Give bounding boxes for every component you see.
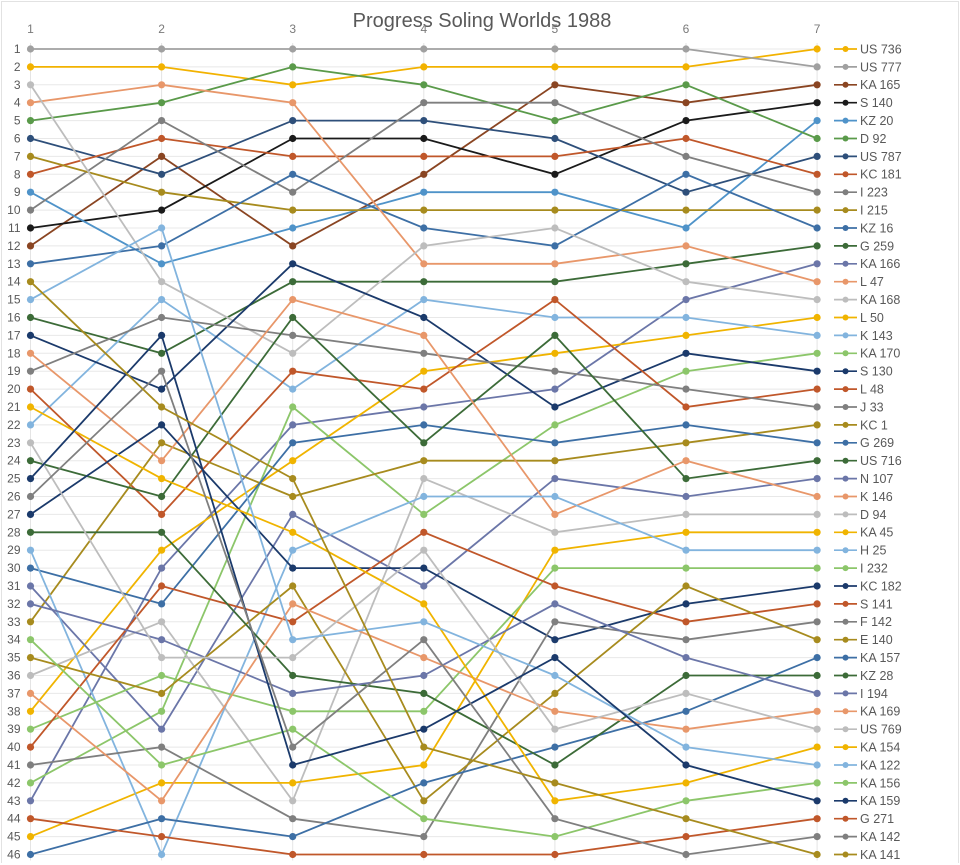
svg-text:44: 44 — [7, 812, 21, 826]
svg-text:KA 165: KA 165 — [860, 78, 900, 92]
svg-text:KZ 20: KZ 20 — [860, 114, 893, 128]
svg-text:18: 18 — [7, 346, 21, 360]
svg-text:KA 141: KA 141 — [860, 848, 900, 862]
svg-text:31: 31 — [7, 579, 21, 593]
svg-text:15: 15 — [7, 293, 21, 307]
svg-text:25: 25 — [7, 472, 21, 486]
svg-text:G 259: G 259 — [860, 239, 894, 253]
svg-text:20: 20 — [7, 382, 21, 396]
svg-text:L 47: L 47 — [860, 275, 884, 289]
svg-text:2: 2 — [14, 60, 21, 74]
svg-text:S 140: S 140 — [860, 96, 893, 110]
svg-text:2: 2 — [158, 22, 165, 36]
svg-text:I 232: I 232 — [860, 562, 888, 576]
svg-text:I 194: I 194 — [860, 687, 888, 701]
svg-text:KA 122: KA 122 — [860, 758, 900, 772]
svg-text:45: 45 — [7, 830, 21, 844]
svg-text:KA 169: KA 169 — [860, 705, 900, 719]
svg-text:9: 9 — [14, 185, 21, 199]
svg-text:34: 34 — [7, 633, 21, 647]
svg-text:5: 5 — [14, 114, 21, 128]
svg-text:1: 1 — [27, 22, 34, 36]
svg-text:37: 37 — [7, 686, 21, 700]
svg-text:S 141: S 141 — [860, 597, 893, 611]
svg-text:30: 30 — [7, 561, 21, 575]
svg-text:K 143: K 143 — [860, 329, 893, 343]
svg-text:39: 39 — [7, 722, 21, 736]
svg-text:US 777: US 777 — [860, 60, 902, 74]
svg-text:1: 1 — [14, 42, 21, 56]
svg-text:G 269: G 269 — [860, 436, 894, 450]
svg-text:KC 181: KC 181 — [860, 168, 902, 182]
svg-text:KA 156: KA 156 — [860, 776, 900, 790]
svg-text:3: 3 — [14, 78, 21, 92]
svg-text:KA 157: KA 157 — [860, 651, 900, 665]
svg-text:42: 42 — [7, 776, 21, 790]
svg-text:29: 29 — [7, 543, 21, 557]
svg-text:L 50: L 50 — [860, 311, 884, 325]
svg-text:24: 24 — [7, 454, 21, 468]
svg-text:H 25: H 25 — [860, 544, 886, 558]
svg-text:4: 4 — [420, 22, 427, 36]
svg-text:6: 6 — [14, 132, 21, 146]
svg-text:41: 41 — [7, 758, 21, 772]
svg-text:K 146: K 146 — [860, 490, 893, 504]
svg-text:N 107: N 107 — [860, 472, 893, 486]
svg-text:E 140: E 140 — [860, 633, 893, 647]
svg-text:13: 13 — [7, 257, 21, 271]
svg-text:6: 6 — [683, 22, 690, 36]
svg-text:33: 33 — [7, 615, 21, 629]
svg-text:KC 1: KC 1 — [860, 418, 888, 432]
svg-text:40: 40 — [7, 740, 21, 754]
svg-text:I 223: I 223 — [860, 186, 888, 200]
svg-text:3: 3 — [289, 22, 296, 36]
svg-text:F 142: F 142 — [860, 615, 892, 629]
svg-text:11: 11 — [8, 221, 21, 235]
svg-text:46: 46 — [7, 848, 21, 862]
svg-text:43: 43 — [7, 794, 21, 808]
svg-text:19: 19 — [7, 364, 21, 378]
svg-text:22: 22 — [7, 418, 21, 432]
svg-text:US 736: US 736 — [860, 42, 902, 56]
svg-text:16: 16 — [7, 311, 21, 325]
svg-text:12: 12 — [7, 239, 21, 253]
svg-text:S 130: S 130 — [860, 365, 893, 379]
svg-text:8: 8 — [14, 167, 21, 181]
svg-text:28: 28 — [7, 525, 21, 539]
svg-text:D 92: D 92 — [860, 132, 886, 146]
svg-text:KZ 16: KZ 16 — [860, 221, 893, 235]
svg-text:KA 170: KA 170 — [860, 347, 900, 361]
svg-text:D 94: D 94 — [860, 508, 886, 522]
svg-text:US 787: US 787 — [860, 150, 902, 164]
svg-text:KA 154: KA 154 — [860, 741, 900, 755]
svg-text:35: 35 — [7, 651, 21, 665]
svg-text:US 716: US 716 — [860, 454, 902, 468]
svg-text:5: 5 — [552, 22, 559, 36]
svg-text:J 33: J 33 — [860, 400, 884, 414]
svg-text:7: 7 — [814, 22, 821, 36]
svg-text:I 215: I 215 — [860, 204, 888, 218]
svg-text:4: 4 — [14, 96, 21, 110]
svg-text:KA 168: KA 168 — [860, 293, 900, 307]
svg-text:KA 142: KA 142 — [860, 830, 900, 844]
svg-text:26: 26 — [7, 490, 21, 504]
svg-text:10: 10 — [7, 203, 21, 217]
svg-text:KZ 28: KZ 28 — [860, 669, 893, 683]
svg-text:KA 159: KA 159 — [860, 794, 900, 808]
svg-text:32: 32 — [7, 597, 21, 611]
svg-text:7: 7 — [14, 149, 21, 163]
svg-text:17: 17 — [7, 328, 21, 342]
svg-text:KA 166: KA 166 — [860, 257, 900, 271]
svg-text:KA 45: KA 45 — [860, 526, 893, 540]
svg-text:US 769: US 769 — [860, 723, 902, 737]
svg-text:36: 36 — [7, 669, 21, 683]
svg-text:21: 21 — [7, 400, 21, 414]
svg-text:L 48: L 48 — [860, 383, 884, 397]
svg-text:KC 182: KC 182 — [860, 579, 902, 593]
svg-text:23: 23 — [7, 436, 21, 450]
svg-text:27: 27 — [7, 507, 21, 521]
svg-text:38: 38 — [7, 704, 21, 718]
svg-text:14: 14 — [7, 275, 21, 289]
svg-text:G 271: G 271 — [860, 812, 894, 826]
